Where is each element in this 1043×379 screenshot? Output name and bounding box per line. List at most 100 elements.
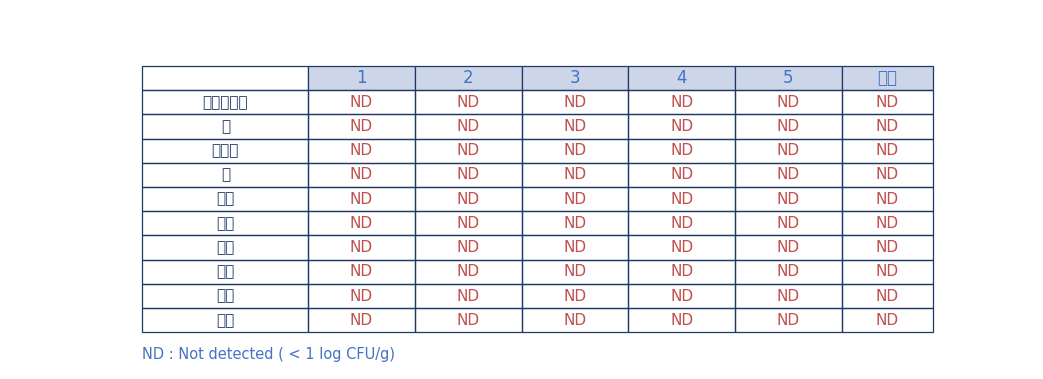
- Text: ND: ND: [563, 143, 586, 158]
- Bar: [415, 139, 522, 163]
- Bar: [842, 235, 933, 260]
- Text: ND: ND: [876, 240, 899, 255]
- Text: ND: ND: [350, 192, 373, 207]
- Text: 2: 2: [463, 69, 474, 87]
- Bar: [309, 260, 415, 284]
- Bar: [415, 66, 522, 90]
- Text: ND: ND: [563, 216, 586, 231]
- Bar: [735, 284, 842, 308]
- Text: ND: ND: [876, 216, 899, 231]
- Text: 1: 1: [357, 69, 367, 87]
- Bar: [522, 284, 628, 308]
- Text: ND: ND: [457, 143, 480, 158]
- Bar: [522, 139, 628, 163]
- Text: ND: ND: [670, 216, 694, 231]
- Text: ND: ND: [350, 240, 373, 255]
- Bar: [628, 211, 735, 235]
- Text: 3: 3: [569, 69, 580, 87]
- Bar: [522, 163, 628, 187]
- Text: 오이: 오이: [216, 264, 235, 279]
- Text: ND: ND: [670, 119, 694, 134]
- Text: ND: ND: [563, 313, 586, 328]
- Text: ND: ND: [777, 240, 800, 255]
- Bar: [628, 308, 735, 332]
- Text: ND: ND: [457, 288, 480, 304]
- Text: ND: ND: [457, 264, 480, 279]
- Bar: [143, 90, 309, 114]
- Text: ND: ND: [777, 119, 800, 134]
- Text: ND: ND: [876, 288, 899, 304]
- Text: 양상추: 양상추: [212, 143, 239, 158]
- Bar: [143, 66, 309, 90]
- Bar: [628, 260, 735, 284]
- Bar: [735, 114, 842, 139]
- Bar: [143, 114, 309, 139]
- Text: ND: ND: [457, 168, 480, 182]
- Text: ND: ND: [777, 288, 800, 304]
- Bar: [735, 66, 842, 90]
- Text: ND: ND: [670, 168, 694, 182]
- Bar: [522, 66, 628, 90]
- Bar: [628, 139, 735, 163]
- Text: 어못: 어못: [216, 288, 235, 304]
- Text: ND: ND: [563, 168, 586, 182]
- Text: ND: ND: [670, 143, 694, 158]
- Text: ND: ND: [457, 95, 480, 110]
- Bar: [415, 66, 522, 90]
- Bar: [842, 187, 933, 211]
- Text: ND: ND: [777, 216, 800, 231]
- Text: 새우: 새우: [216, 216, 235, 231]
- Bar: [309, 66, 415, 90]
- Text: ND: ND: [563, 95, 586, 110]
- Bar: [415, 90, 522, 114]
- Bar: [415, 114, 522, 139]
- Bar: [628, 235, 735, 260]
- Bar: [735, 211, 842, 235]
- Bar: [842, 211, 933, 235]
- Text: ND: ND: [777, 95, 800, 110]
- Text: ND: ND: [777, 313, 800, 328]
- Text: ND: ND: [777, 192, 800, 207]
- Bar: [143, 235, 309, 260]
- Text: ND: ND: [457, 192, 480, 207]
- Text: ND: ND: [350, 95, 373, 110]
- Text: ND: ND: [670, 288, 694, 304]
- Text: ND: ND: [563, 288, 586, 304]
- Bar: [143, 211, 309, 235]
- Text: ND: ND: [563, 119, 586, 134]
- Bar: [415, 235, 522, 260]
- Text: 방울토마토: 방울토마토: [202, 95, 248, 110]
- Bar: [842, 90, 933, 114]
- Bar: [309, 66, 415, 90]
- Bar: [309, 211, 415, 235]
- Text: ND: ND: [777, 168, 800, 182]
- Text: 4: 4: [677, 69, 687, 87]
- Text: ND: ND: [670, 313, 694, 328]
- Bar: [842, 114, 933, 139]
- Text: ND: ND: [563, 240, 586, 255]
- Bar: [415, 284, 522, 308]
- Bar: [842, 139, 933, 163]
- Text: ND: ND: [876, 95, 899, 110]
- Bar: [415, 211, 522, 235]
- Text: 굴: 굴: [221, 119, 229, 134]
- Bar: [522, 235, 628, 260]
- Bar: [522, 211, 628, 235]
- Bar: [309, 284, 415, 308]
- Bar: [143, 187, 309, 211]
- Bar: [842, 308, 933, 332]
- Text: ND: ND: [876, 119, 899, 134]
- Text: ND: ND: [350, 143, 373, 158]
- Bar: [143, 260, 309, 284]
- Bar: [415, 308, 522, 332]
- Text: ND: ND: [777, 143, 800, 158]
- Bar: [522, 187, 628, 211]
- Bar: [309, 90, 415, 114]
- Bar: [628, 66, 735, 90]
- Text: ND: ND: [670, 95, 694, 110]
- Bar: [415, 163, 522, 187]
- Text: ND: ND: [670, 192, 694, 207]
- Bar: [735, 187, 842, 211]
- Bar: [842, 260, 933, 284]
- Text: ND: ND: [457, 119, 480, 134]
